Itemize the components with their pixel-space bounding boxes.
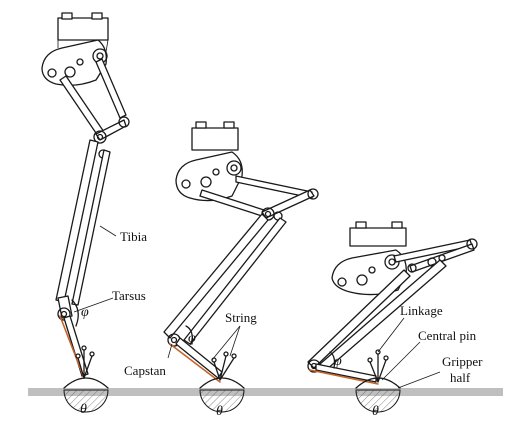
linkage-label: Linkage — [400, 303, 443, 318]
tarsus-3 — [307, 351, 379, 385]
hip-body-3 — [331, 221, 407, 296]
string-leader-b — [229, 325, 241, 357]
femur-links-2 — [199, 175, 319, 221]
central-pin-label: Central pin — [418, 328, 477, 343]
phi-symbol-2: φ — [188, 331, 196, 346]
string-leader-a — [211, 325, 241, 361]
capstan-label: Capstan — [124, 363, 166, 378]
gripper-half-label-line2: half — [450, 370, 471, 385]
gripper-half-label-line1: Gripper — [442, 354, 483, 369]
leg-crouched — [307, 221, 478, 413]
leg-mid — [163, 121, 319, 413]
gripper-2 — [199, 351, 245, 413]
leg-extended — [41, 12, 130, 413]
hip-body-2 — [175, 121, 243, 202]
tibia-1 — [55, 139, 117, 306]
hip-body-1 — [41, 12, 109, 86]
string-label: String — [225, 310, 257, 325]
theta-symbol-1: θ — [80, 402, 87, 417]
central-pin-leader — [381, 341, 421, 381]
linkage-leader — [377, 317, 405, 353]
tarsus-label: Tarsus — [112, 288, 146, 303]
theta-symbol-3: θ — [372, 404, 379, 419]
ground-surface — [28, 388, 503, 396]
theta-symbol-2: θ — [216, 404, 223, 419]
femur-links-3 — [393, 238, 478, 273]
phi-symbol-3: φ — [334, 354, 342, 369]
phi-symbol-1: φ — [81, 305, 89, 320]
femur-links-1 — [59, 58, 130, 159]
gripper-half-leader — [397, 371, 441, 389]
gripper-1 — [63, 345, 109, 413]
capstan-leader — [167, 343, 173, 359]
tibia-2 — [163, 213, 287, 345]
gripper-3 — [355, 349, 401, 413]
tibia-label: Tibia — [120, 229, 147, 244]
